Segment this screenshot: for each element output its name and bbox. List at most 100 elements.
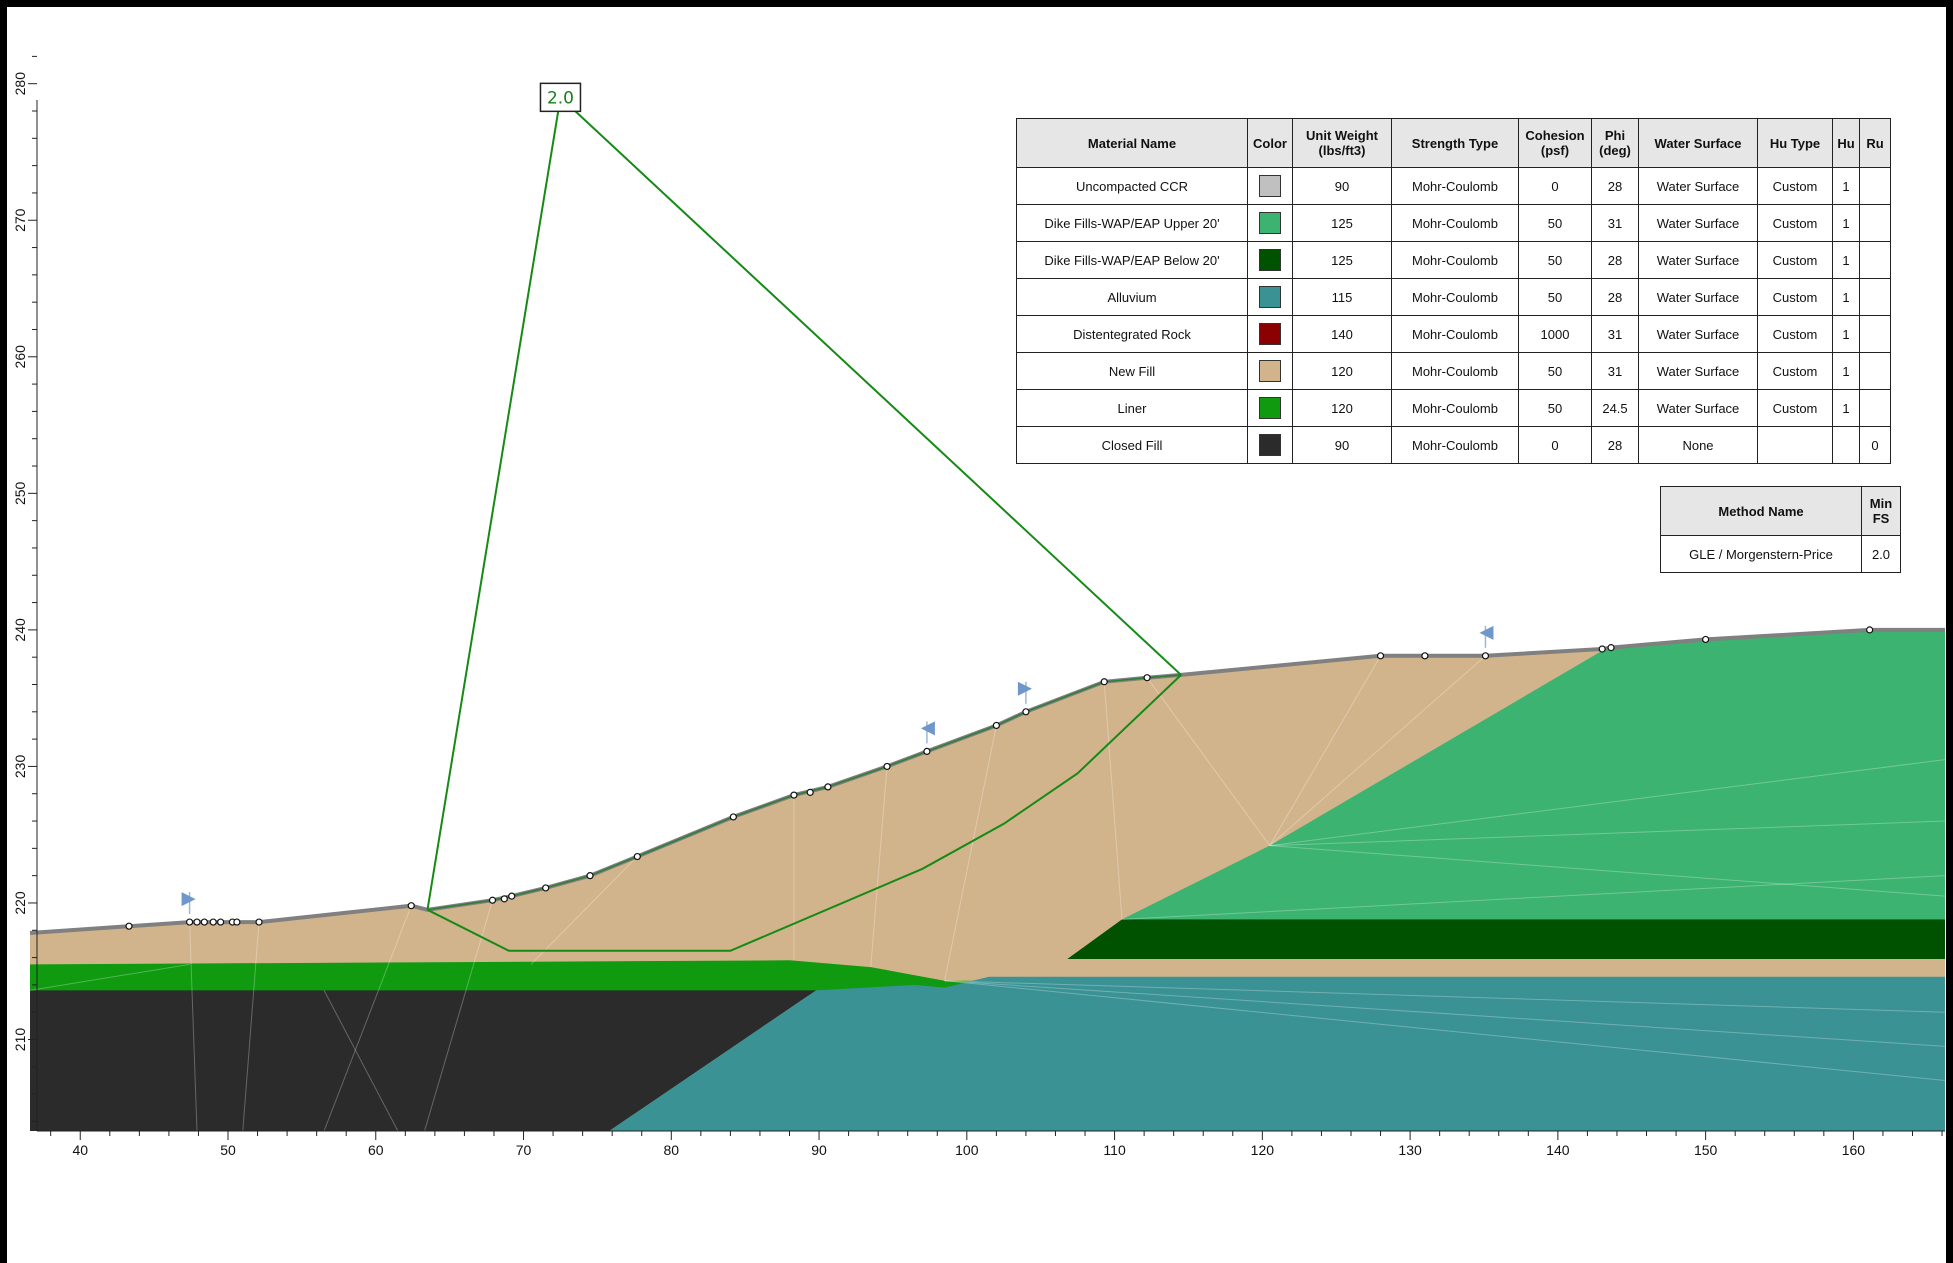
water-surface-cell: Water Surface: [1639, 390, 1758, 427]
phi-cell: 28: [1592, 279, 1639, 316]
ru-cell: [1860, 168, 1891, 205]
phi-cell: 24.5: [1592, 390, 1639, 427]
x-tick-label: 90: [811, 1142, 827, 1158]
water-surface-cell: Water Surface: [1639, 353, 1758, 390]
surface-vertex: [256, 919, 262, 925]
hu-cell: 1: [1833, 205, 1860, 242]
phi-cell: 28: [1592, 168, 1639, 205]
header-min-fs: Min FS: [1862, 487, 1901, 536]
cohesion-cell: 50: [1519, 353, 1592, 390]
color-cell: [1248, 168, 1293, 205]
header-strength-type: Strength Type: [1392, 119, 1519, 168]
cohesion-cell: 50: [1519, 205, 1592, 242]
table-row: Uncompacted CCR 90 Mohr-Coulomb 0 28 Water Su…: [1017, 168, 1891, 205]
x-tick-label: 60: [368, 1142, 384, 1158]
unit-weight-cell: 120: [1293, 353, 1392, 390]
x-tick-label: 120: [1251, 1142, 1275, 1158]
strength-type-cell: Mohr-Coulomb: [1392, 316, 1519, 353]
color-cell: [1248, 390, 1293, 427]
hu-cell: 1: [1833, 279, 1860, 316]
surface-vertex: [993, 722, 999, 728]
cohesion-cell: 50: [1519, 242, 1592, 279]
cohesion-cell: 50: [1519, 390, 1592, 427]
surface-vertex: [194, 919, 200, 925]
surface-vertex: [218, 919, 224, 925]
y-tick-label: 240: [12, 618, 28, 642]
region-dike-fill-below: [1067, 919, 1945, 959]
unit-weight-cell: 140: [1293, 316, 1392, 353]
surface-vertex: [501, 896, 507, 902]
water-marker-icon: [1479, 626, 1493, 640]
ru-cell: [1860, 353, 1891, 390]
surface-vertex: [634, 854, 640, 860]
hu-cell: 1: [1833, 353, 1860, 390]
table-row: Alluvium 115 Mohr-Coulomb 50 28 Water Surface…: [1017, 279, 1891, 316]
hu-type-cell: Custom: [1758, 353, 1833, 390]
x-tick-label: 150: [1694, 1142, 1718, 1158]
y-tick-label: 230: [12, 755, 28, 779]
method-fs-table: Method Name Min FS GLE / Morgenstern-Pric…: [1660, 486, 1901, 573]
table-row: Closed Fill 90 Mohr-Coulomb 0 28 None 0: [1017, 427, 1891, 464]
strength-type-cell: Mohr-Coulomb: [1392, 168, 1519, 205]
table-row: Liner 120 Mohr-Coulomb 50 24.5 Water Surface C…: [1017, 390, 1891, 427]
surface-vertex: [1608, 645, 1614, 651]
x-tick-label: 50: [220, 1142, 236, 1158]
hu-type-cell: Custom: [1758, 205, 1833, 242]
material-name-cell: New Fill: [1017, 353, 1248, 390]
water-surface-cell: Water Surface: [1639, 316, 1758, 353]
surface-vertex: [234, 919, 240, 925]
surface-vertex: [201, 919, 207, 925]
phi-cell: 28: [1592, 242, 1639, 279]
header-unit-weight: Unit Weight (lbs/ft3): [1293, 119, 1392, 168]
color-cell: [1248, 353, 1293, 390]
surface-vertex: [1422, 653, 1428, 659]
hu-cell: 1: [1833, 316, 1860, 353]
hu-type-cell: Custom: [1758, 316, 1833, 353]
material-name-cell: Uncompacted CCR: [1017, 168, 1248, 205]
table-row: Distentegrated Rock 140 Mohr-Coulomb 1000 31…: [1017, 316, 1891, 353]
cohesion-cell: 50: [1519, 279, 1592, 316]
material-color-swatch: [1259, 249, 1281, 271]
surface-vertex: [408, 903, 414, 909]
color-cell: [1248, 316, 1293, 353]
material-color-swatch: [1259, 286, 1281, 308]
material-name-cell: Alluvium: [1017, 279, 1248, 316]
hu-cell: 1: [1833, 390, 1860, 427]
color-cell: [1248, 427, 1293, 464]
strength-type-cell: Mohr-Coulomb: [1392, 390, 1519, 427]
cohesion-cell: 0: [1519, 427, 1592, 464]
water-surface-cell: Water Surface: [1639, 168, 1758, 205]
material-color-swatch: [1259, 434, 1281, 456]
surface-vertex: [1023, 709, 1029, 715]
surface-vertex: [791, 792, 797, 798]
header-water-surface: Water Surface: [1639, 119, 1758, 168]
surface-vertex: [187, 919, 193, 925]
phi-cell: 31: [1592, 205, 1639, 242]
surface-vertex: [1703, 636, 1709, 642]
x-tick-label: 70: [516, 1142, 532, 1158]
strength-type-cell: Mohr-Coulomb: [1392, 205, 1519, 242]
header-color: Color: [1248, 119, 1293, 168]
material-name-cell: Closed Fill: [1017, 427, 1248, 464]
hu-cell: 1: [1833, 242, 1860, 279]
material-properties-table: Material Name Color Unit Weight (lbs/ft3)…: [1016, 118, 1891, 464]
surface-vertex: [126, 923, 132, 929]
material-name-cell: Distentegrated Rock: [1017, 316, 1248, 353]
header-material-name: Material Name: [1017, 119, 1248, 168]
surface-vertex: [1101, 679, 1107, 685]
color-cell: [1248, 279, 1293, 316]
material-color-swatch: [1259, 397, 1281, 419]
x-tick-label: 80: [663, 1142, 679, 1158]
phi-cell: 31: [1592, 316, 1639, 353]
x-tick-label: 100: [955, 1142, 979, 1158]
unit-weight-cell: 90: [1293, 168, 1392, 205]
material-regions: [30, 630, 1945, 1131]
phi-cell: 28: [1592, 427, 1639, 464]
material-color-swatch: [1259, 323, 1281, 345]
water-surface-cell: None: [1639, 427, 1758, 464]
unit-weight-cell: 90: [1293, 427, 1392, 464]
ru-cell: [1860, 242, 1891, 279]
material-name-cell: Dike Fills-WAP/EAP Below 20': [1017, 242, 1248, 279]
ru-cell: [1860, 205, 1891, 242]
surface-vertex: [730, 814, 736, 820]
